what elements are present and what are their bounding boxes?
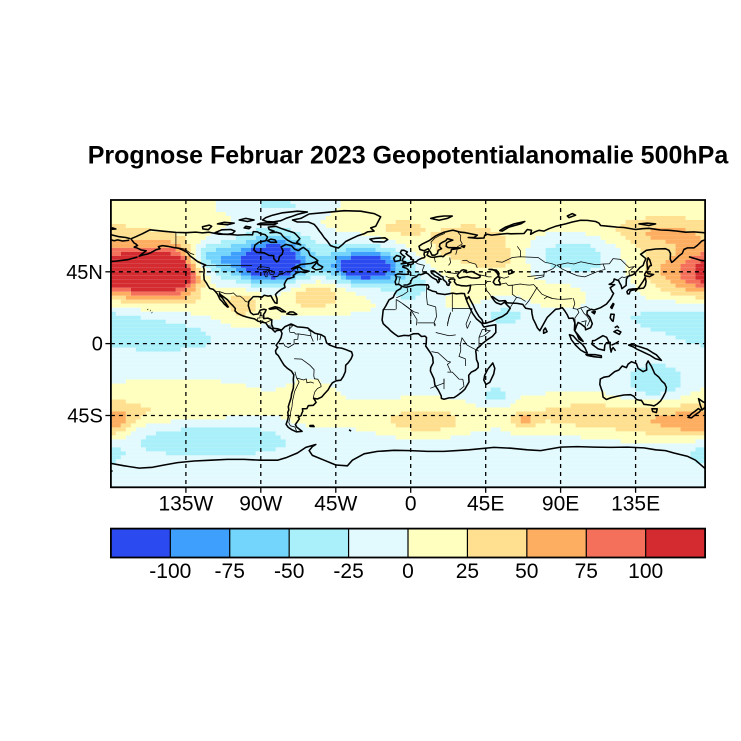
svg-text:45S: 45S [67,406,103,428]
svg-text:45E: 45E [467,493,504,516]
svg-text:-50: -50 [274,560,304,583]
svg-text:0: 0 [92,334,103,356]
svg-text:90W: 90W [239,493,282,516]
svg-text:135W: 135W [158,493,213,516]
svg-text:45N: 45N [66,262,103,284]
svg-text:25: 25 [456,560,479,583]
svg-text:45W: 45W [314,493,357,516]
svg-text:90E: 90E [542,493,579,516]
svg-text:135E: 135E [611,493,660,516]
svg-text:75: 75 [575,560,598,583]
svg-text:0: 0 [405,493,417,516]
svg-text:-100: -100 [149,560,191,583]
svg-text:Prognose Februar 2023 Geopoten: Prognose Februar 2023 Geopotentialanomal… [88,142,730,170]
svg-text:50: 50 [515,560,538,583]
svg-text:-25: -25 [333,560,363,583]
svg-text:100: 100 [628,560,663,583]
svg-text:0: 0 [402,560,414,583]
svg-text:-75: -75 [215,560,245,583]
